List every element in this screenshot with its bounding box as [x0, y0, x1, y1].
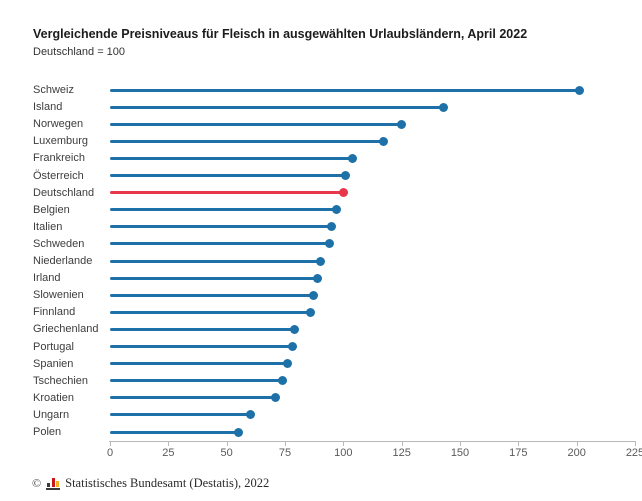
- lollipop-dot: [313, 273, 323, 283]
- lollipop-dot-highlight: [338, 188, 348, 198]
- row-label: Frankreich: [33, 152, 85, 165]
- x-axis-tick-label: 200: [567, 447, 586, 459]
- lollipop-line: [110, 225, 332, 229]
- row-label: Schweden: [33, 237, 85, 250]
- row-label: Portugal: [33, 340, 74, 353]
- x-axis-tick: [110, 442, 111, 446]
- row-label: Kroatien: [33, 391, 74, 404]
- x-axis-tick-label: 0: [106, 447, 114, 459]
- lollipop-line: [110, 327, 295, 331]
- lollipop-dot: [287, 342, 297, 351]
- source-footer: © Statistisches Bundesamt (Destatis), 20…: [32, 476, 269, 491]
- lollipop-line: [110, 208, 337, 212]
- lollipop-dot: [324, 239, 334, 249]
- lollipop-line: [110, 396, 276, 400]
- x-axis-tick-label: 50: [220, 447, 233, 459]
- x-axis-tick-label: 225: [625, 447, 642, 459]
- lollipop-dot: [245, 410, 255, 420]
- row-label: Österreich: [33, 169, 84, 182]
- row-label: Tschechien: [33, 374, 89, 387]
- x-axis-tick: [343, 442, 345, 446]
- row-label: Norwegen: [33, 118, 84, 131]
- row-label: Spanien: [33, 357, 74, 370]
- lollipop-line: [110, 174, 346, 177]
- lollipop-line: [110, 345, 292, 348]
- x-axis-tick: [635, 442, 636, 446]
- lollipop-dot: [331, 205, 341, 215]
- lollipop-line: [110, 88, 579, 92]
- x-axis-tick-label: 150: [450, 447, 470, 459]
- lollipop-dot: [233, 427, 243, 437]
- x-axis-tick: [460, 442, 461, 446]
- source-text: Statistisches Bundesamt (Destatis), 2022: [65, 476, 270, 490]
- x-axis-tick-label: 25: [162, 447, 175, 459]
- lollipop-line: [110, 259, 320, 263]
- x-axis-tick-label: 100: [334, 447, 353, 459]
- lollipop-dot: [306, 307, 316, 317]
- lollipop-dot: [308, 290, 318, 300]
- x-axis-tick-label: 125: [392, 447, 411, 459]
- lollipop-line: [110, 139, 383, 143]
- row-label: Griechenland: [33, 323, 99, 336]
- row-label: Ungarn: [33, 408, 70, 421]
- lollipop-dot: [439, 102, 449, 112]
- x-axis-tick-label: 175: [509, 447, 528, 459]
- lollipop-line: [110, 413, 250, 417]
- row-label: Deutschland: [33, 186, 95, 199]
- lollipop-dot: [397, 119, 407, 129]
- row-label: Island: [33, 101, 63, 114]
- lollipop-dot: [378, 136, 388, 146]
- destatis-logo-icon: [46, 477, 61, 490]
- lollipop-line: [110, 379, 283, 383]
- lollipop-line: [110, 242, 330, 246]
- chart-title: Vergleichende Preisniveaus für Fleisch i…: [33, 27, 528, 41]
- row-label: Luxemburg: [33, 135, 89, 148]
- lollipop-line: [110, 122, 402, 126]
- lollipop-line: [110, 156, 353, 160]
- row-label: Italien: [33, 220, 63, 233]
- lollipop-line: [110, 105, 444, 109]
- row-label: Polen: [33, 426, 62, 438]
- x-axis-tick: [285, 442, 286, 446]
- destatis-bar-gold: [56, 481, 60, 487]
- chart-subtitle: Deutschland = 100: [33, 46, 126, 58]
- lollipop-line: [110, 191, 344, 195]
- x-axis-tick: [401, 442, 403, 446]
- lollipop-line: [110, 362, 288, 366]
- lollipop-line: [110, 430, 239, 434]
- x-axis-tick: [576, 442, 578, 446]
- lollipop-line: [110, 276, 318, 280]
- copyright-symbol: ©: [32, 476, 42, 490]
- lollipop-line: [110, 293, 313, 297]
- lollipop-dot: [289, 324, 299, 334]
- lollipop-dot: [348, 153, 358, 163]
- row-label: Schweiz: [33, 84, 74, 96]
- row-label: Irland: [33, 272, 61, 285]
- x-axis-tick: [518, 442, 520, 446]
- lollipop-dot: [278, 376, 288, 386]
- lollipop-dot: [315, 256, 325, 266]
- lollipop-dot: [282, 359, 292, 369]
- x-axis-tick: [226, 442, 228, 446]
- x-axis-line: [109, 441, 636, 442]
- x-axis-tick-label: 75: [278, 447, 292, 459]
- x-axis-tick: [168, 442, 170, 446]
- row-label: Niederlande: [33, 255, 93, 267]
- lollipop-dot: [574, 85, 584, 95]
- lollipop-dot: [271, 393, 281, 403]
- destatis-bar-black: [47, 483, 51, 487]
- lollipop-line: [110, 310, 311, 314]
- lollipop-dot: [327, 222, 337, 232]
- row-label: Belgien: [33, 203, 70, 216]
- destatis-bar-red: [51, 478, 55, 487]
- lollipop-dot: [341, 171, 351, 180]
- row-label: Slowenien: [33, 289, 84, 302]
- row-label: Finnland: [33, 306, 76, 319]
